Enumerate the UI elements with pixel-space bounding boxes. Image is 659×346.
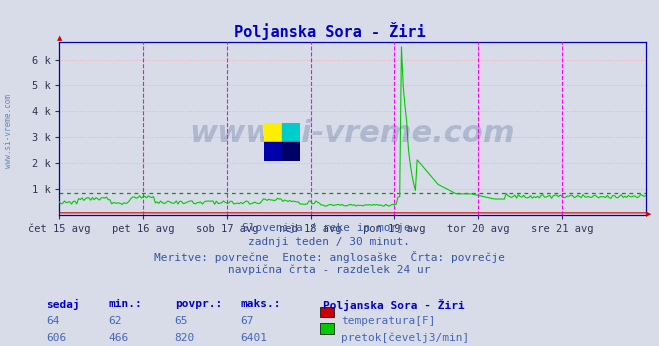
Text: 67: 67 (241, 316, 254, 326)
Text: sedaj: sedaj (46, 299, 80, 310)
Text: ▶: ▶ (646, 211, 651, 218)
Bar (282, 123, 300, 142)
Text: Poljanska Sora - Žiri: Poljanska Sora - Žiri (323, 299, 465, 311)
Text: 65: 65 (175, 316, 188, 326)
Text: 466: 466 (109, 333, 129, 343)
Text: 820: 820 (175, 333, 195, 343)
Text: 62: 62 (109, 316, 122, 326)
Text: zadnji teden / 30 minut.: zadnji teden / 30 minut. (248, 237, 411, 247)
Text: pretok[čevelj3/min]: pretok[čevelj3/min] (341, 333, 470, 343)
Text: 6401: 6401 (241, 333, 268, 343)
Text: 64: 64 (46, 316, 59, 326)
Text: maks.:: maks.: (241, 299, 281, 309)
Text: navpična črta - razdelek 24 ur: navpična črta - razdelek 24 ur (228, 265, 431, 275)
Text: www.si-vreme.com: www.si-vreme.com (4, 94, 13, 169)
Text: www.si-vreme.com: www.si-vreme.com (190, 119, 515, 148)
Text: ▲: ▲ (57, 36, 62, 42)
Bar (264, 142, 282, 161)
Text: temperatura[F]: temperatura[F] (341, 316, 436, 326)
Bar (264, 123, 282, 142)
Text: min.:: min.: (109, 299, 142, 309)
Bar (282, 142, 300, 161)
Text: 606: 606 (46, 333, 67, 343)
Text: Meritve: povrečne  Enote: anglosaške  Črta: povrečje: Meritve: povrečne Enote: anglosaške Črta… (154, 251, 505, 263)
Text: Poljanska Sora - Žiri: Poljanska Sora - Žiri (234, 22, 425, 40)
Text: povpr.:: povpr.: (175, 299, 222, 309)
Text: Slovenija / reke in morje.: Slovenija / reke in morje. (242, 223, 417, 233)
